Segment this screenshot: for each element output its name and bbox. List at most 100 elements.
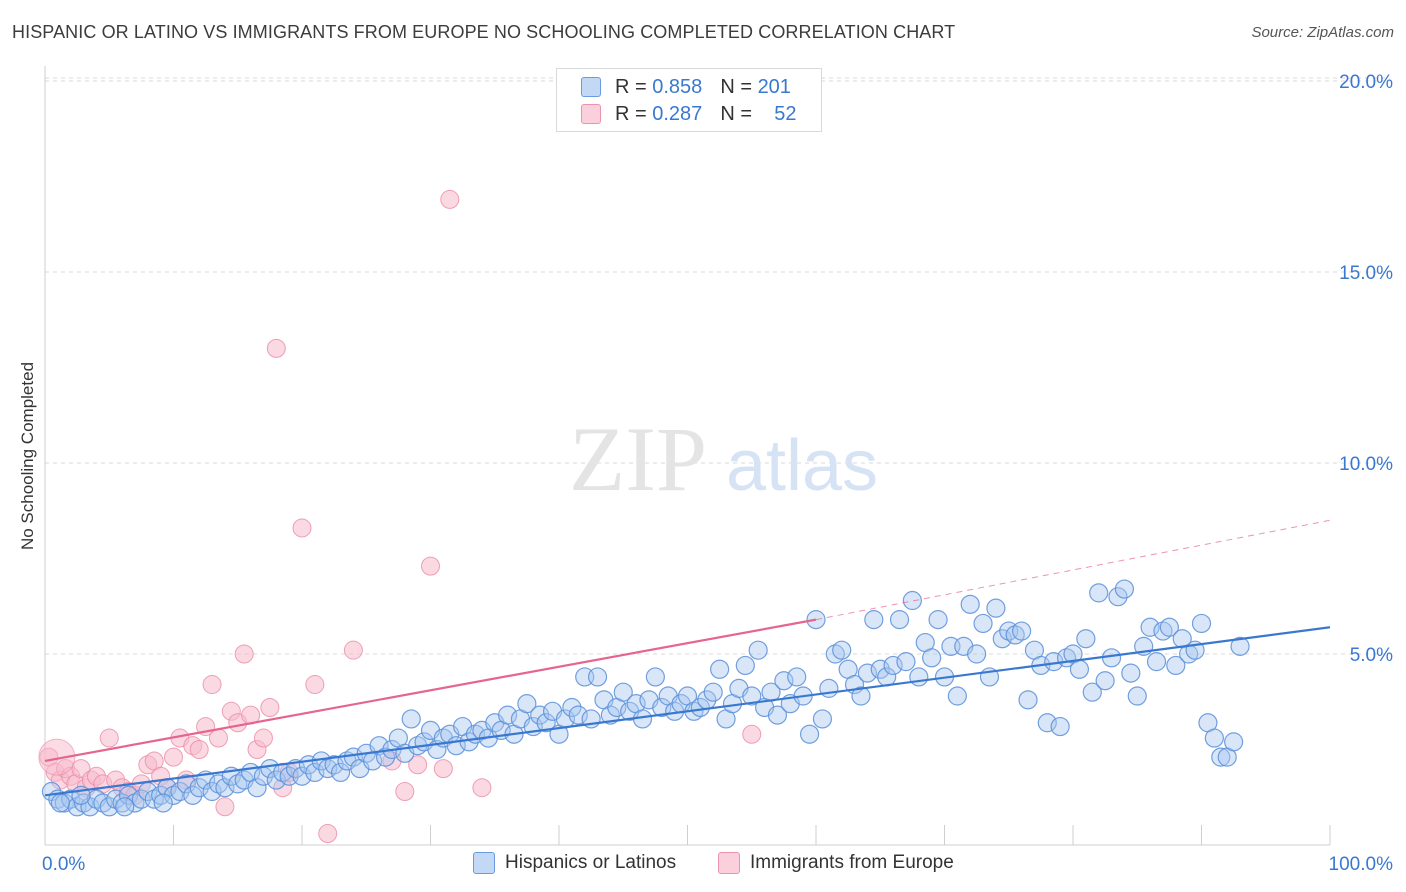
watermark: ZIP atlas <box>569 408 878 510</box>
data-point-hispanic <box>857 663 878 683</box>
data-point-hispanic <box>986 598 1006 618</box>
x-tick-label: 100.0% <box>1329 854 1394 875</box>
r-value: 0.287 <box>652 102 703 125</box>
data-point-hispanic <box>992 629 1012 649</box>
data-point-hispanic <box>1076 629 1096 649</box>
data-point-hispanic <box>1127 686 1147 706</box>
legend-swatch-blue <box>473 852 495 874</box>
legend-label-europe: Immigrants from Europe <box>750 852 954 873</box>
data-point-hispanic <box>735 655 755 676</box>
data-point-europe <box>164 747 183 767</box>
source-label: Source: ZipAtlas.com <box>1251 24 1394 41</box>
data-point-hispanic <box>1089 583 1109 603</box>
data-point-hispanic <box>189 778 209 798</box>
y-tick-label: 10.0% <box>1339 454 1393 475</box>
data-point-hispanic <box>260 758 280 779</box>
data-point-europe <box>99 728 119 748</box>
data-point-hispanic <box>1101 648 1122 668</box>
data-point-hispanic <box>1140 617 1160 637</box>
data-point-europe <box>292 518 312 538</box>
data-point-hispanic <box>613 682 633 702</box>
data-point-hispanic <box>61 789 81 809</box>
watermark-atlas: atlas <box>726 426 878 506</box>
data-point-hispanic <box>896 652 916 672</box>
data-point-hispanic <box>215 778 235 798</box>
n-label: N = <box>720 75 752 98</box>
data-point-hispanic <box>1069 659 1090 679</box>
y-tick-label: 5.0% <box>1350 645 1393 666</box>
y-tick-label: 15.0% <box>1339 263 1393 284</box>
legend-swatch-pink <box>581 104 601 124</box>
legend-swatch-blue <box>581 77 601 97</box>
data-point-hispanic <box>774 671 794 691</box>
stats-legend: R = 0.858 N = 201 R = 0.287 N = 52 <box>556 68 822 132</box>
data-point-hispanic <box>1121 663 1141 683</box>
data-point-hispanic <box>330 762 351 783</box>
legend-item-europe: Immigrants from Europe <box>718 852 954 874</box>
data-point-hispanic <box>375 747 396 767</box>
data-point-hispanic <box>170 781 190 802</box>
data-point-hispanic <box>889 610 910 630</box>
data-point-hispanic <box>1166 655 1186 676</box>
data-point-hispanic <box>1230 636 1250 656</box>
watermark-zip: ZIP <box>569 408 707 510</box>
data-point-europe <box>440 189 460 209</box>
data-point-hispanic <box>645 667 665 687</box>
data-point-europe <box>742 724 762 744</box>
grid-lines <box>45 77 1390 655</box>
data-point-hispanic <box>947 686 967 706</box>
data-point-europe <box>234 644 254 664</box>
trend-lines <box>44 519 1331 797</box>
data-point-europe <box>202 675 222 695</box>
data-point-europe <box>253 728 273 748</box>
data-point-hispanic <box>710 659 730 679</box>
data-point-hispanic <box>292 766 312 786</box>
data-point-hispanic <box>909 667 929 687</box>
series-hispanics-or-latinos <box>41 579 1250 817</box>
stats-row-hispanic: R = 0.858 N = 201 <box>581 75 791 99</box>
data-point-hispanic <box>703 682 723 702</box>
data-point-hispanic <box>1146 652 1167 672</box>
data-point-hispanic <box>851 686 871 706</box>
data-point-hispanic <box>1095 671 1115 691</box>
data-point-hispanic <box>1082 682 1102 702</box>
data-point-hispanic <box>787 667 807 687</box>
trend-line-hispanic <box>44 626 1331 797</box>
data-point-hispanic <box>1011 621 1032 641</box>
data-point-hispanic <box>1204 728 1224 748</box>
data-point-hispanic <box>902 590 922 611</box>
axes <box>44 66 1331 846</box>
data-point-hispanic <box>600 705 621 725</box>
trend-extension-europe <box>815 519 1331 621</box>
data-point-hispanic <box>401 709 421 729</box>
data-point-hispanic <box>748 640 768 660</box>
data-point-hispanic <box>767 705 788 725</box>
legend-item-hispanic: Hispanics or Latinos <box>473 852 676 874</box>
data-point-europe <box>343 640 363 660</box>
legend-label-hispanic: Hispanics or Latinos <box>505 852 677 873</box>
n-label: N = <box>720 102 752 125</box>
data-point-hispanic <box>517 694 537 714</box>
data-point-hispanic <box>50 793 71 813</box>
data-point-hispanic <box>1224 732 1244 752</box>
data-point-europe-large <box>38 738 76 776</box>
data-point-hispanic <box>183 785 203 805</box>
data-point-hispanic <box>115 797 135 817</box>
data-point-europe <box>472 778 492 798</box>
trend-line-europe <box>44 618 817 763</box>
data-point-europe <box>266 338 286 358</box>
data-point-hispanic <box>1108 587 1128 607</box>
legend-swatch-pink <box>718 852 740 874</box>
data-point-hispanic <box>960 594 980 614</box>
data-point-hispanic <box>928 610 948 630</box>
data-point-hispanic <box>202 781 222 802</box>
data-point-hispanic <box>324 755 344 775</box>
data-point-hispanic <box>1159 617 1179 637</box>
data-point-hispanic <box>832 640 852 660</box>
data-point-europe <box>189 740 209 759</box>
data-point-hispanic <box>153 793 173 813</box>
data-point-hispanic <box>812 709 833 729</box>
bottom-legend: Hispanics or Latinos Immigrants from Eur… <box>0 852 1406 878</box>
data-point-hispanic <box>99 797 119 817</box>
tick-labels: 5.0% 10.0% 15.0% 20.0% 0.0% 100.0% <box>42 72 1393 875</box>
